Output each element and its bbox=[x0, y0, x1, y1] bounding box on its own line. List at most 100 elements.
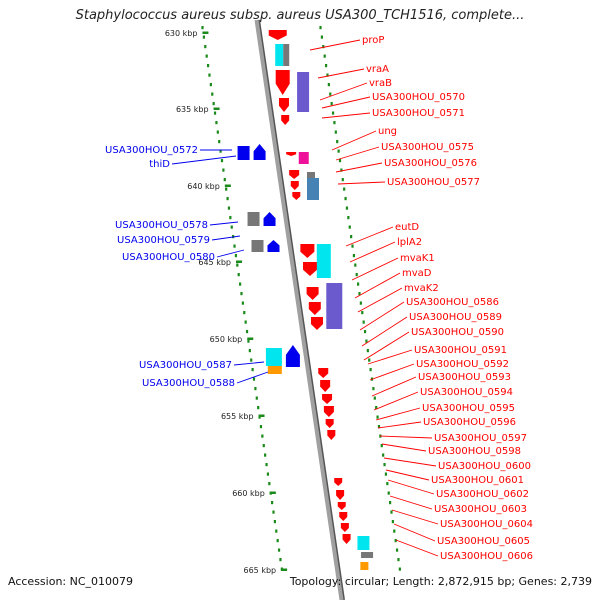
gc-dot-left bbox=[271, 501, 274, 505]
gene-label-leader bbox=[367, 349, 413, 365]
gc-dot-left bbox=[211, 92, 214, 96]
forward-gene-label: USA300HOU_0592 bbox=[416, 359, 509, 370]
forward-gene-label: mvaK1 bbox=[400, 253, 435, 264]
forward-gene-arrow bbox=[337, 502, 346, 510]
forward-gene-arrow bbox=[339, 512, 348, 521]
gene-label-leader bbox=[171, 155, 237, 165]
gene-label-leader bbox=[335, 146, 380, 161]
gc-dot-right bbox=[373, 396, 376, 400]
forward-gene-label: vraB bbox=[369, 78, 392, 89]
forward-gene-arrow bbox=[300, 244, 315, 258]
reverse-gene-arrow bbox=[253, 144, 266, 160]
gene-label-leader bbox=[377, 421, 422, 429]
forward-gene-arrow bbox=[292, 192, 301, 200]
forward-gene-label: USA300HOU_0596 bbox=[423, 417, 516, 428]
reverse-gene-label: USA300HOU_0580 bbox=[122, 252, 215, 263]
gc-dot-right bbox=[352, 254, 356, 258]
scale-tick-mark bbox=[235, 260, 242, 263]
gc-dot-right bbox=[386, 482, 389, 486]
forward-gene-label: USA300HOU_0591 bbox=[414, 345, 507, 356]
gc-dot-left bbox=[275, 529, 278, 533]
gc-dot-right bbox=[384, 472, 388, 476]
gc-dot-right bbox=[330, 102, 333, 106]
map-title: Staphylococcus aureus subsp. aureus USA3… bbox=[75, 8, 525, 23]
scale-tick-mark bbox=[269, 491, 276, 494]
gene-label-leader bbox=[373, 391, 419, 411]
gene-label-leader bbox=[216, 249, 245, 258]
gc-dot-right bbox=[340, 168, 343, 172]
gc-dot-right bbox=[391, 520, 394, 524]
gc-dot-left bbox=[219, 149, 222, 153]
scale-tick-label: 660 kbp bbox=[232, 489, 265, 498]
hypothetical-gene-box bbox=[247, 212, 260, 226]
forward-gene-label: USA300HOU_0600 bbox=[438, 461, 531, 472]
gene-label-leader bbox=[387, 479, 435, 495]
gene-label-leader bbox=[375, 407, 421, 421]
scale-tick-mark bbox=[224, 184, 231, 187]
gc-dot-left bbox=[276, 539, 279, 543]
forward-gene-arrow bbox=[318, 368, 329, 378]
gc-dot-left bbox=[277, 548, 281, 552]
gc-dot-right bbox=[347, 216, 350, 220]
gc-dot-left bbox=[264, 453, 267, 457]
gc-dot-left bbox=[257, 406, 260, 410]
gc-dot-right bbox=[389, 501, 392, 505]
gene-label-leader bbox=[379, 435, 433, 439]
gc-dot-right bbox=[361, 311, 364, 315]
forward-gene-arrow bbox=[303, 262, 318, 276]
scale-tick-mark bbox=[247, 337, 254, 340]
gc-dot-right bbox=[376, 415, 379, 419]
gene-label-leader bbox=[211, 235, 241, 241]
forward-gene-label: vraA bbox=[366, 64, 389, 75]
scale-tick-label: 655 kbp bbox=[221, 412, 254, 421]
forward-gene-arrow bbox=[325, 419, 334, 428]
gc-dot-left bbox=[227, 206, 231, 210]
gc-dot-right bbox=[387, 491, 390, 495]
gc-dot-left bbox=[215, 121, 218, 125]
gc-dot-left bbox=[261, 434, 264, 438]
gc-dot-left bbox=[230, 225, 233, 229]
gene-label-leader bbox=[383, 457, 437, 467]
gc-dot-right bbox=[366, 349, 369, 353]
gc-dot-left bbox=[218, 140, 221, 144]
forward-gene-label: USA300HOU_0594 bbox=[420, 387, 513, 398]
gc-dot-left bbox=[205, 54, 208, 58]
gc-dot-left bbox=[268, 482, 271, 486]
gc-dot-left bbox=[244, 320, 247, 324]
gene-label-leader bbox=[335, 162, 383, 173]
forward-gene-label: mvaK2 bbox=[404, 283, 439, 294]
hypothetical-gene-box bbox=[251, 240, 264, 252]
reverse-gene-label: USA300HOU_0572 bbox=[105, 145, 198, 156]
gc-dot-right bbox=[395, 548, 399, 552]
cog-box-cyan bbox=[265, 348, 282, 366]
gc-dot-left bbox=[259, 425, 263, 429]
gc-dot-right bbox=[377, 425, 381, 429]
gc-dot-right bbox=[358, 292, 361, 296]
gc-dot-left bbox=[255, 396, 258, 400]
gc-dot-right bbox=[323, 54, 326, 58]
cog-box-steel bbox=[307, 178, 320, 200]
forward-gene-arrow bbox=[290, 181, 299, 190]
forward-gene-arrow bbox=[340, 523, 349, 532]
accession-text: Accession: NC_010079 bbox=[8, 575, 134, 588]
gc-dot-left bbox=[247, 339, 250, 343]
gc-dot-right bbox=[363, 330, 367, 334]
gc-dot-right bbox=[354, 263, 357, 267]
gc-dot-right bbox=[322, 45, 325, 49]
gc-dot-right bbox=[380, 444, 383, 448]
forward-gene-label: USA300HOU_0606 bbox=[440, 551, 533, 562]
gene-label-leader bbox=[351, 257, 399, 281]
gc-dot-left bbox=[248, 349, 251, 353]
cog-box-orange bbox=[360, 562, 369, 570]
gc-dot-left bbox=[223, 178, 226, 182]
gc-dot-right bbox=[350, 235, 353, 239]
forward-gene-arrow bbox=[334, 478, 343, 486]
scale-tick-mark bbox=[281, 568, 288, 571]
forward-gene-label: USA300HOU_0595 bbox=[422, 403, 515, 414]
gene-label-leader bbox=[357, 287, 403, 313]
scale-tick-label: 640 kbp bbox=[187, 182, 220, 191]
reverse-gene-label: USA300HOU_0578 bbox=[115, 220, 208, 231]
gc-dot-left bbox=[266, 472, 270, 476]
reverse-gene-label: USA300HOU_0587 bbox=[139, 360, 232, 371]
